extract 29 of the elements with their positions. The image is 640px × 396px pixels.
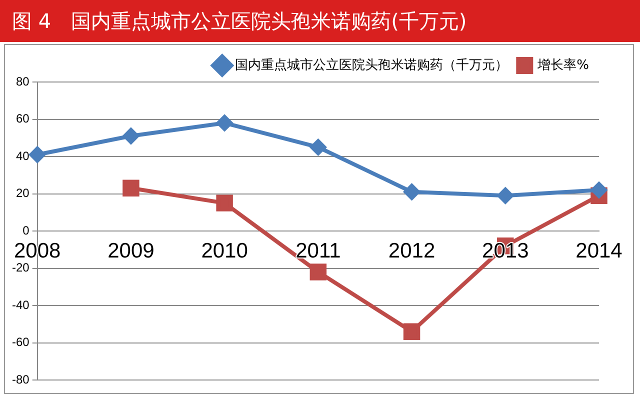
point: [216, 114, 233, 131]
y-tick-label: 40: [16, 148, 30, 163]
y-tick-label: -80: [12, 372, 30, 386]
point: [497, 188, 514, 204]
point: [403, 323, 420, 340]
x-tick-label: 2014: [576, 239, 623, 262]
y-tick-label: -40: [12, 298, 30, 312]
point: [404, 184, 420, 200]
point: [591, 182, 607, 198]
chart-title: 图 4 国内重点城市公立医院头孢米诺购药(千万元): [0, 0, 640, 42]
y-tick-label: 20: [16, 186, 30, 200]
y-tick-label: 80: [16, 74, 30, 88]
point: [310, 139, 326, 156]
y-tick-label: -60: [12, 335, 30, 350]
x-tick-label: 2008: [14, 239, 61, 262]
x-tick-label: 2011: [296, 239, 341, 262]
x-tick-label: 2010: [201, 239, 248, 262]
y-tick-label: 60: [16, 112, 30, 126]
x-tick-label: 2009: [108, 239, 154, 262]
point: [122, 180, 140, 197]
y-tick-label: -20: [12, 260, 30, 275]
point: [310, 264, 327, 280]
y-tick-label: 0: [22, 223, 30, 238]
point: [216, 194, 233, 212]
point: [122, 128, 139, 144]
point: [29, 146, 46, 163]
x-tick-label: 2012: [388, 239, 436, 262]
legend-label: 增长率%: [536, 56, 590, 73]
legend-label: 国内重点城市公立医院头孢米诺购药（千万元）: [235, 56, 508, 73]
